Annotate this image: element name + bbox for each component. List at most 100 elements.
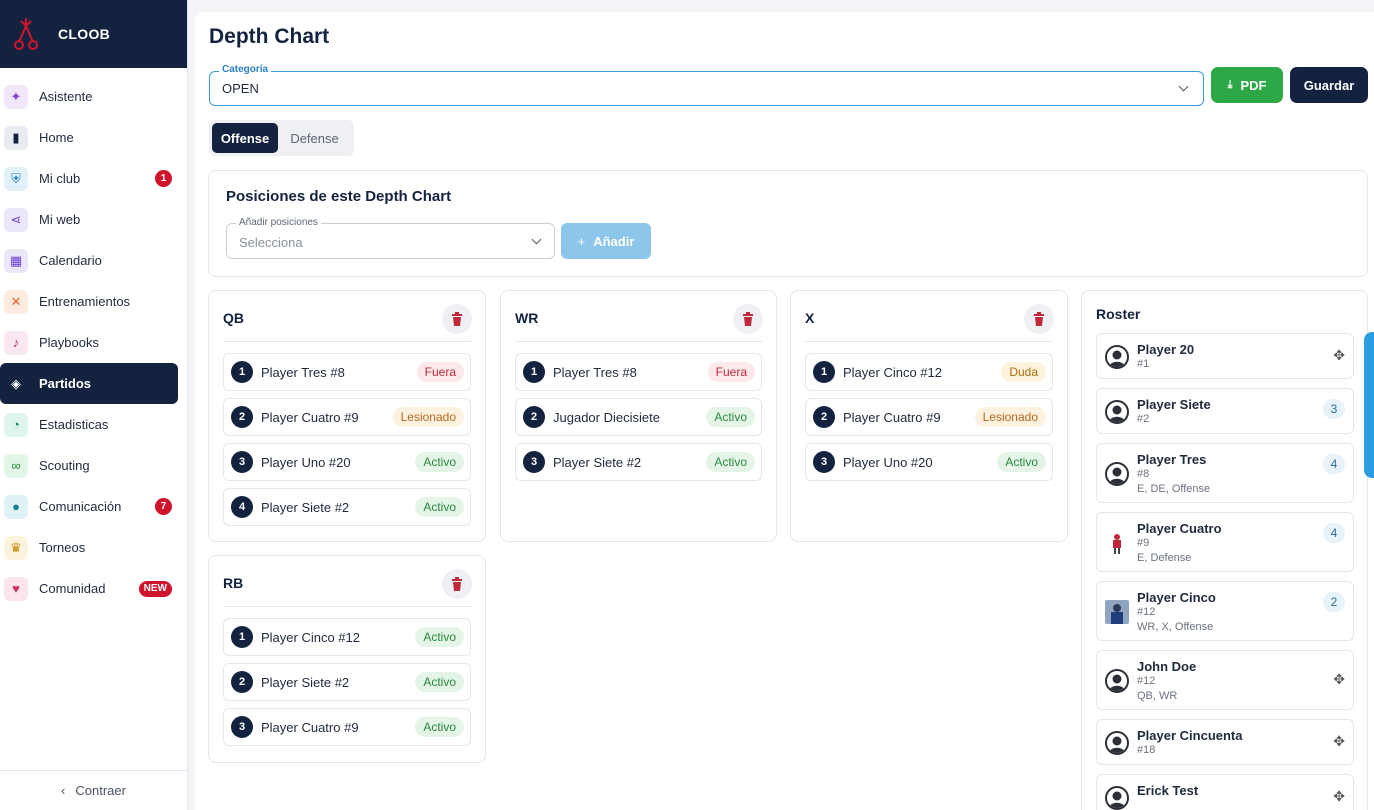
- roster-player-name: Player 20: [1137, 342, 1195, 357]
- sidebar-item-label: Comunidad: [39, 581, 106, 596]
- delete-position-button[interactable]: [442, 569, 472, 599]
- sidebar-item-partidos[interactable]: ◈ Partidos: [0, 363, 178, 404]
- add-positions-select[interactable]: Añadir posiciones Selecciona: [226, 217, 555, 259]
- sidebar-nav: ✦ Asistente ▮ Home ⛨ Mi club 1 ⋖ Mi web ▦ Calendar…: [0, 68, 187, 609]
- position-column: WR 1 Player Tres #8 Fuera 2 Jugador Diecisiet…: [500, 290, 777, 542]
- avatar: [1105, 531, 1129, 555]
- trash-icon: [1034, 312, 1044, 326]
- depth-row[interactable]: 2 Player Siete #2 Activo: [223, 663, 471, 701]
- depth-row[interactable]: 4 Player Siete #2 Activo: [223, 488, 471, 526]
- sidebar-item-asistente[interactable]: ✦ Asistente: [0, 76, 178, 117]
- rank-badge: 1: [813, 361, 835, 383]
- roster-panel: Roster Player 20 #1 ✥ Player Siete #2 3 Player…: [1081, 290, 1368, 810]
- roster-player-card[interactable]: Player Cuatro #9 E, Defense 4: [1096, 512, 1354, 572]
- depth-row[interactable]: 3 Player Cuatro #9 Activo: [223, 708, 471, 746]
- rank-badge: 2: [813, 406, 835, 428]
- depth-row[interactable]: 2 Player Cuatro #9 Lesionado: [805, 398, 1053, 436]
- drag-move-icon[interactable]: ✥: [1333, 671, 1345, 687]
- depth-row[interactable]: 1 Player Cinco #12 Duda: [805, 353, 1053, 391]
- sidebar-item-torneos[interactable]: ♛ Torneos: [0, 527, 178, 568]
- sidebar-item-estadisticas[interactable]: ◔ Estadisticas: [0, 404, 178, 445]
- delete-position-button[interactable]: [442, 304, 472, 334]
- roster-player-number: #9: [1137, 537, 1150, 549]
- sidebar-item-label: Mi web: [39, 212, 81, 227]
- depth-row[interactable]: 3 Player Uno #20 Activo: [223, 443, 471, 481]
- drag-move-icon[interactable]: ✥: [1333, 788, 1345, 804]
- depth-row[interactable]: 1 Player Cinco #12 Activo: [223, 618, 471, 656]
- pie-chart-icon: ◔: [4, 412, 28, 437]
- side-drawer-tab[interactable]: [1364, 332, 1374, 478]
- divider: [515, 341, 762, 342]
- tab-defense[interactable]: Defense: [290, 130, 339, 146]
- save-button[interactable]: Guardar: [1290, 67, 1368, 103]
- chevron-down-icon: [531, 234, 542, 245]
- share-icon: ⋖: [4, 207, 28, 232]
- divider: [223, 341, 471, 342]
- sidebar-item-label: Playbooks: [39, 335, 99, 350]
- player-name: Player Siete #2: [261, 499, 350, 515]
- status-badge: Activo: [997, 452, 1046, 472]
- roster-player-card[interactable]: John Doe #12 QB, WR ✥: [1096, 650, 1354, 710]
- sidebar-item-comunicaci-n[interactable]: ● Comunicación 7: [0, 486, 178, 527]
- avatar: [1105, 462, 1129, 486]
- roster-player-card[interactable]: Erick Test ✥: [1096, 774, 1354, 810]
- roster-player-card[interactable]: Player 20 #1 ✥: [1096, 333, 1354, 379]
- category-select[interactable]: Categoría OPEN: [209, 64, 1204, 106]
- assignment-count: 2: [1323, 592, 1345, 612]
- roster-title: Roster: [1096, 306, 1141, 322]
- sidebar-item-scouting[interactable]: ∞ Scouting: [0, 445, 178, 486]
- trash-icon: [452, 577, 462, 591]
- delete-position-button[interactable]: [733, 304, 763, 334]
- add-position-label: Añadir: [593, 233, 635, 249]
- calendar-icon: ▦: [4, 248, 28, 273]
- sidebar-item-mi-club[interactable]: ⛨ Mi club 1: [0, 158, 178, 199]
- player-name: Player Cinco #12: [261, 629, 360, 645]
- rank-badge: 2: [231, 406, 253, 428]
- sparkle-icon: ✦: [4, 84, 28, 109]
- depth-row[interactable]: 1 Player Tres #8 Fuera: [515, 353, 762, 391]
- sidebar-item-label: Torneos: [39, 540, 86, 555]
- status-badge: Fuera: [416, 362, 464, 382]
- add-position-button[interactable]: + Añadir: [561, 223, 651, 259]
- depth-row[interactable]: 2 Player Cuatro #9 Lesionado: [223, 398, 471, 436]
- tab-offense[interactable]: Offense: [212, 123, 279, 153]
- depth-row[interactable]: 3 Player Uno #20 Activo: [805, 443, 1053, 481]
- sidebar-item-label: Scouting: [39, 458, 90, 473]
- roster-player-card[interactable]: Player Tres #8 E, DE, Offense 4: [1096, 443, 1354, 503]
- collapse-button[interactable]: ‹ Contraer: [0, 770, 187, 810]
- heart-icon: ♥: [4, 576, 28, 601]
- status-badge: Activo: [415, 497, 464, 517]
- status-badge: Activo: [706, 452, 755, 472]
- player-name: Player Uno #20: [261, 454, 351, 470]
- player-name: Jugador Diecisiete: [553, 409, 660, 425]
- category-label: Categoría: [219, 64, 272, 75]
- football-icon: ◈: [11, 375, 21, 391]
- roster-player-card[interactable]: Player Cincuenta #18 ✥: [1096, 719, 1354, 765]
- sidebar-item-calendario[interactable]: ▦ Calendario: [0, 240, 178, 281]
- roster-player-card[interactable]: Player Cinco #12 WR, X, Offense 2: [1096, 581, 1354, 641]
- rank-badge: 3: [813, 451, 835, 473]
- depth-row[interactable]: 2 Jugador Diecisiete Activo: [515, 398, 762, 436]
- brand-header: CLOOB: [0, 0, 187, 68]
- sidebar-item-label: Asistente: [39, 89, 93, 104]
- roster-player-card[interactable]: Player Siete #2 3: [1096, 388, 1354, 434]
- sidebar-item-mi-web[interactable]: ⋖ Mi web: [0, 199, 178, 240]
- sidebar-item-playbooks[interactable]: ♪ Playbooks: [0, 322, 178, 363]
- avatar: [1105, 669, 1129, 693]
- delete-position-button[interactable]: [1024, 304, 1054, 334]
- status-badge: Duda: [1001, 362, 1046, 382]
- cloob-logo-icon: [12, 16, 40, 52]
- drag-move-icon[interactable]: ✥: [1333, 733, 1345, 749]
- depth-row[interactable]: 1 Player Tres #8 Fuera: [223, 353, 471, 391]
- pdf-button[interactable]: ⤓ PDF: [1211, 67, 1283, 103]
- drag-move-icon[interactable]: ✥: [1333, 347, 1345, 363]
- assignment-count: 4: [1323, 523, 1345, 543]
- roster-player-number: #8: [1137, 468, 1150, 480]
- position-name: RB: [223, 575, 244, 591]
- rank-badge: 1: [231, 361, 253, 383]
- sidebar-item-home[interactable]: ▮ Home: [0, 117, 178, 158]
- sidebar-item-comunidad[interactable]: ♥ Comunidad NEW: [0, 568, 178, 609]
- trash-icon: [452, 312, 462, 326]
- sidebar-item-entrenamientos[interactable]: ✕ Entrenamientos: [0, 281, 178, 322]
- depth-row[interactable]: 3 Player Siete #2 Activo: [515, 443, 762, 481]
